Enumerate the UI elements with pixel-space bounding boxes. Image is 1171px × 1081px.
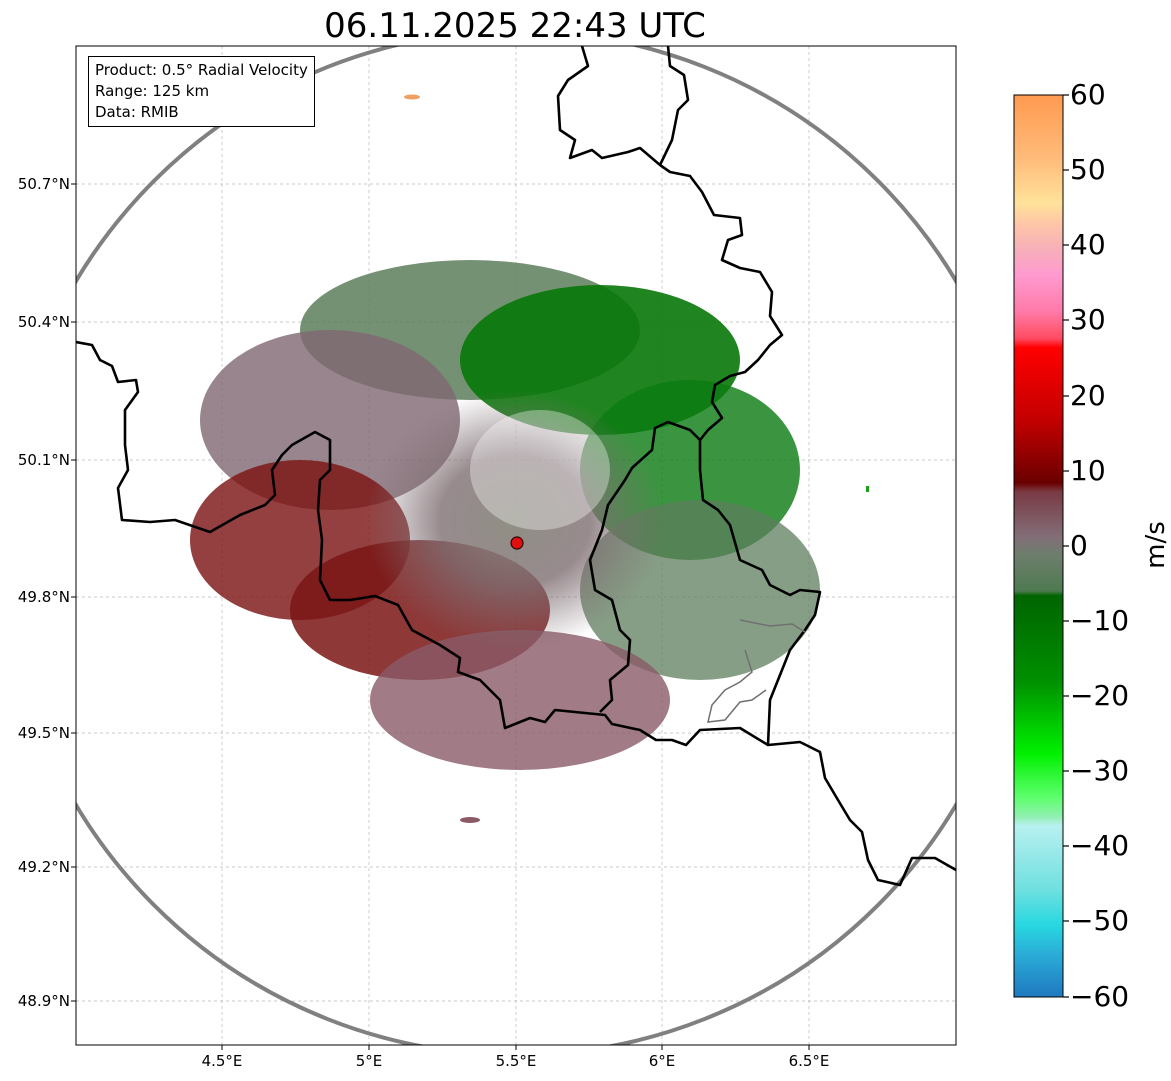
map-title: 06.11.2025 22:43 UTC xyxy=(324,6,706,46)
country-borders xyxy=(76,46,956,887)
colorbar-tick-label: −10 xyxy=(1070,604,1130,637)
lon-label: 4.5°E xyxy=(201,1052,243,1070)
product-label: Product: 0.5° Radial Velocity xyxy=(95,61,308,79)
colorbar-unit-label: m/s xyxy=(1140,521,1171,569)
colorbar-tick-label: 10 xyxy=(1070,454,1106,487)
lon-label: 6.5°E xyxy=(788,1052,830,1070)
colorbar-tick-label: 20 xyxy=(1070,379,1106,412)
colorbar-tick-label: 30 xyxy=(1070,303,1106,336)
colorbar-tick-label: 50 xyxy=(1070,153,1106,186)
colorbar-tick-label: 60 xyxy=(1070,78,1106,111)
lat-label: 50.1°N xyxy=(17,451,70,469)
lat-label: 50.4°N xyxy=(17,313,70,331)
minor-border xyxy=(707,619,806,723)
lon-label: 5°E xyxy=(355,1052,383,1070)
lon-label: 6°E xyxy=(648,1052,676,1070)
product-info-box: Product: 0.5° Radial Velocity Range: 125… xyxy=(88,56,315,127)
colorbar-tick-label: −50 xyxy=(1070,904,1130,937)
data-source-label: Data: RMIB xyxy=(95,103,179,121)
colorbar-tick-label: 0 xyxy=(1070,529,1088,562)
radar-site-marker[interactable] xyxy=(510,536,524,550)
lat-label: 49.2°N xyxy=(17,858,70,876)
lat-label: 49.8°N xyxy=(17,588,70,606)
lat-label: 50.7°N xyxy=(17,175,70,193)
colorbar-tick-label: −30 xyxy=(1070,754,1130,787)
range-label: Range: 125 km xyxy=(95,82,210,100)
velocity-echoes xyxy=(190,94,869,823)
colorbar-tick-label: −60 xyxy=(1070,980,1130,1013)
lat-label: 48.9°N xyxy=(17,992,70,1010)
colorbar-ticks xyxy=(1063,94,1069,998)
lat-label: 49.5°N xyxy=(17,724,70,742)
axis-ticks xyxy=(71,183,810,1050)
colorbar-tick-label: −40 xyxy=(1070,829,1130,862)
colorbar-tick-label: −20 xyxy=(1070,679,1130,712)
lon-label: 5.5°E xyxy=(495,1052,537,1070)
colorbar-tick-label: 40 xyxy=(1070,228,1106,261)
colorbar xyxy=(1013,94,1064,998)
